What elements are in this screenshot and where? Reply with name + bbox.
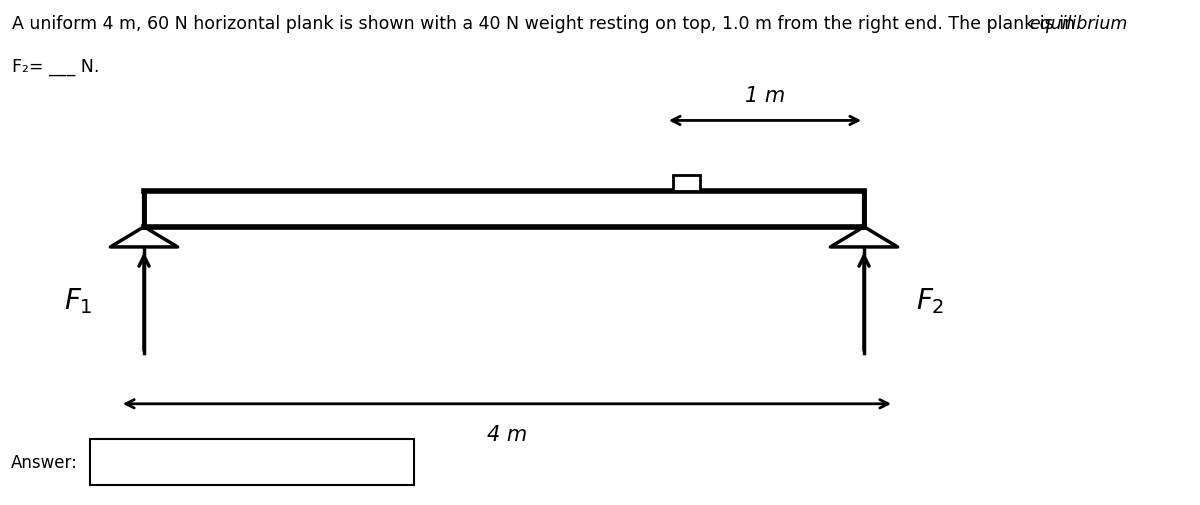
Bar bbox=[673, 176, 700, 192]
Text: 1 m: 1 m bbox=[745, 86, 785, 106]
Bar bbox=[90, 439, 414, 485]
Text: A uniform 4 m, 60 N horizontal plank is shown with a 40 N weight resting on top,: A uniform 4 m, 60 N horizontal plank is … bbox=[12, 15, 1081, 33]
Text: $F_2$: $F_2$ bbox=[916, 286, 944, 315]
Text: F₂= ___ N.: F₂= ___ N. bbox=[12, 58, 100, 76]
Bar bbox=[144, 192, 864, 227]
Text: 4 m: 4 m bbox=[487, 424, 527, 444]
Text: equilibrium: equilibrium bbox=[1030, 15, 1128, 33]
Text: $F_1$: $F_1$ bbox=[64, 286, 92, 315]
Text: Answer:: Answer: bbox=[11, 453, 78, 471]
